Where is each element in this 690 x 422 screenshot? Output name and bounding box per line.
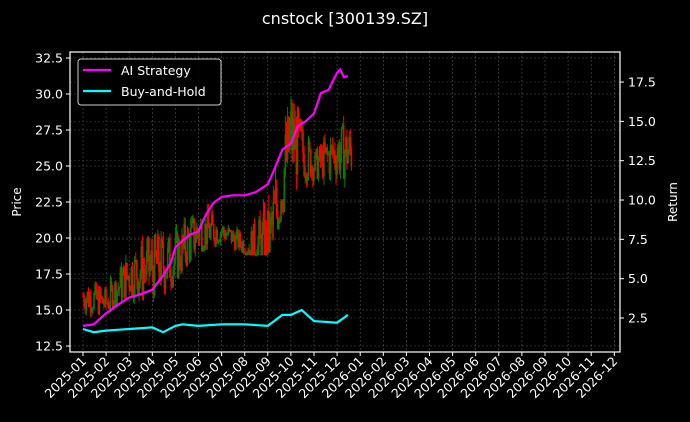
ai-strategy-line: [82, 67, 349, 327]
legend-label-ai: AI Strategy: [121, 63, 191, 78]
svg-text:32.5: 32.5: [35, 51, 63, 66]
y-axis-label: Price: [10, 187, 24, 216]
svg-text:17.5: 17.5: [35, 267, 63, 282]
svg-text:17.5: 17.5: [628, 75, 656, 90]
chart-title: cnstock [300139.SZ]: [262, 9, 428, 28]
svg-text:27.5: 27.5: [35, 123, 63, 138]
buy-and-hold-line: [82, 308, 349, 334]
svg-text:15.0: 15.0: [628, 114, 656, 129]
svg-text:25.0: 25.0: [35, 159, 63, 174]
svg-text:12.5: 12.5: [628, 153, 656, 168]
price-candles: [82, 98, 353, 317]
y2-axis-label: Return: [666, 182, 680, 222]
legend-label-bh: Buy-and-Hold: [121, 84, 206, 99]
svg-text:7.5: 7.5: [628, 232, 648, 247]
svg-text:15.0: 15.0: [35, 303, 63, 318]
legend-box: [77, 58, 222, 106]
svg-text:12.5: 12.5: [35, 339, 63, 354]
legend: AI Strategy Buy-and-Hold: [77, 58, 222, 106]
svg-text:10.0: 10.0: [628, 193, 656, 208]
svg-text:22.5: 22.5: [35, 195, 63, 210]
y-axis-left: 12.5 15.0 17.5 20.0 22.5 25.0 27.5 30.0 32.5: [35, 51, 70, 354]
svg-text:20.0: 20.0: [35, 231, 63, 246]
y-axis-right: 2.5 5.0 7.5 10.0 12.5 15.0 17.5: [620, 75, 656, 326]
svg-text:30.0: 30.0: [35, 87, 63, 102]
svg-text:5.0: 5.0: [628, 271, 648, 286]
x-axis: 2025-012025-022025-032025-042025-052025-…: [42, 352, 620, 401]
svg-text:2.5: 2.5: [628, 311, 648, 326]
